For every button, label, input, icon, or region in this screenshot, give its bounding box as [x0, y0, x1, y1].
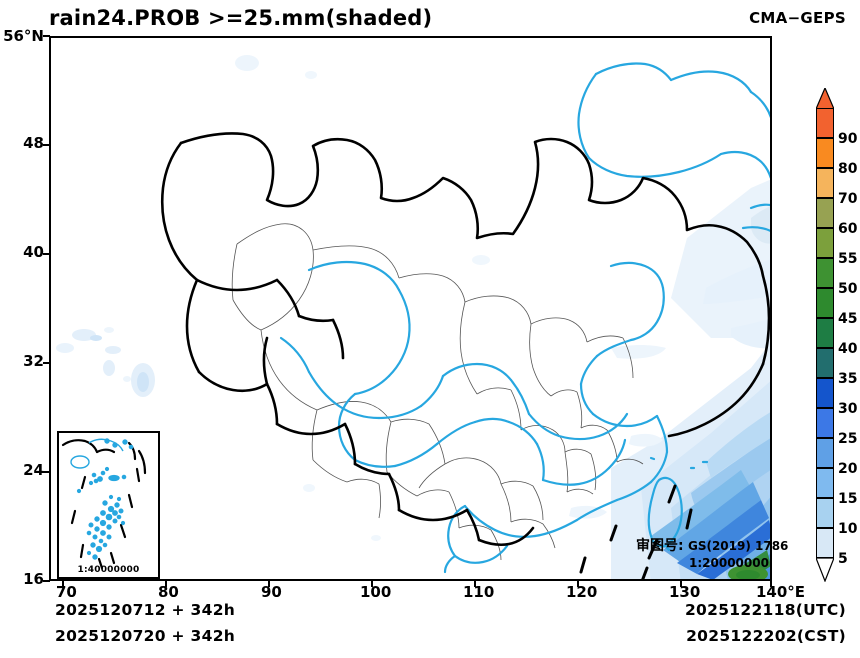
map-attribution-scale: 1:20000000 — [689, 555, 769, 570]
x-tick-mark — [680, 580, 682, 587]
model-label: CMA−GEPS — [749, 9, 846, 27]
colorbar-tick-label: 45 — [838, 311, 858, 327]
x-tick-mark — [371, 580, 373, 587]
colorbar: 90 80 70 60 55 50 45 40 35 30 25 20 15 1… — [816, 88, 857, 582]
x-tick-mark — [577, 580, 579, 587]
colorbar-top-arrow — [816, 88, 834, 110]
colorbar-band — [816, 168, 834, 198]
colorbar-band — [816, 498, 834, 528]
colorbar-tick-label: 25 — [838, 431, 858, 447]
colorbar-band — [816, 228, 834, 258]
colorbar-band — [816, 138, 834, 168]
colorbar-tick-label: 30 — [838, 401, 858, 417]
y-tick-mark — [43, 35, 50, 37]
colorbar-tick-label: 50 — [838, 281, 858, 297]
y-tick-mark — [43, 362, 50, 364]
rivers-and-coastline — [279, 62, 770, 574]
x-tick-mark — [770, 580, 772, 587]
y-tick-label: 16 — [23, 570, 44, 588]
map-attribution-label: 审图号: — [636, 538, 684, 554]
probability-shading — [56, 55, 770, 579]
colorbar-bottom-arrow — [816, 558, 834, 582]
colorbar-tick-label: 35 — [838, 371, 858, 387]
colorbar-band — [816, 408, 834, 438]
colorbar-band — [816, 288, 834, 318]
colorbar-band — [816, 198, 834, 228]
x-tick-mark — [474, 580, 476, 587]
colorbar-band — [816, 378, 834, 408]
x-tick-mark — [268, 580, 270, 587]
footer-init-time-cst: 2025120720 + 342h — [55, 627, 236, 645]
colorbar-tick-label: 55 — [838, 251, 858, 267]
colorbar-tick-label: 10 — [838, 521, 858, 537]
colorbar-tick-label: 60 — [838, 221, 858, 237]
x-tick-label: 80 — [158, 583, 179, 601]
y-tick-label: 48 — [23, 134, 44, 152]
colorbar-band — [816, 258, 834, 288]
national-border — [160, 132, 770, 579]
y-tick-mark — [43, 471, 50, 473]
page-title: rain24.PROB >=25.mm(shaded) — [49, 6, 433, 30]
x-tick-label: 140°E — [756, 583, 806, 601]
colorbar-tick-label: 90 — [838, 131, 858, 147]
x-tick-label: 110 — [463, 583, 495, 601]
colorbar-tick-label: 20 — [838, 461, 858, 477]
colorbar-band — [816, 438, 834, 468]
inset-scale-label: 1:40000000 — [77, 565, 140, 575]
y-tick-label: 24 — [23, 461, 44, 479]
x-tick-mark — [165, 580, 167, 587]
x-tick-label: 130 — [669, 583, 701, 601]
y-tick-mark — [43, 144, 50, 146]
map-attribution: 审图号: GS(2019) 1786 1:20000000 — [636, 538, 788, 571]
map-plot-area — [49, 36, 772, 581]
colorbar-band — [816, 318, 834, 348]
colorbar-band — [816, 468, 834, 498]
colorbar-band — [816, 528, 834, 558]
colorbar-band — [816, 348, 834, 378]
colorbar-tick-label: 15 — [838, 491, 858, 507]
y-tick-mark — [43, 580, 50, 582]
inset-canvas — [61, 438, 147, 570]
x-tick-label: 70 — [56, 583, 77, 601]
map-canvas — [56, 55, 770, 579]
x-tick-label: 100 — [360, 583, 392, 601]
colorbar-band — [816, 108, 834, 138]
x-tick-mark — [62, 580, 64, 587]
y-tick-label: 40 — [23, 243, 44, 261]
footer-valid-time-cst: 2025122202(CST) — [686, 627, 846, 645]
footer-init-time-utc: 2025120712 + 342h — [55, 601, 236, 619]
south-china-sea-inset: 1:40000000 — [57, 431, 160, 579]
y-tick-label: 56°N — [3, 27, 44, 45]
colorbar-tick-label: 40 — [838, 341, 858, 357]
x-tick-label: 120 — [566, 583, 598, 601]
y-tick-label: 32 — [23, 352, 44, 370]
colorbar-tick-label: 70 — [838, 191, 858, 207]
x-tick-label: 90 — [261, 583, 282, 601]
colorbar-tick-label: 5 — [838, 551, 848, 567]
y-tick-mark — [43, 253, 50, 255]
footer-valid-time-utc: 2025122118(UTC) — [684, 601, 846, 619]
colorbar-tick-label: 80 — [838, 161, 858, 177]
map-attribution-code: GS(2019) 1786 — [687, 539, 789, 553]
